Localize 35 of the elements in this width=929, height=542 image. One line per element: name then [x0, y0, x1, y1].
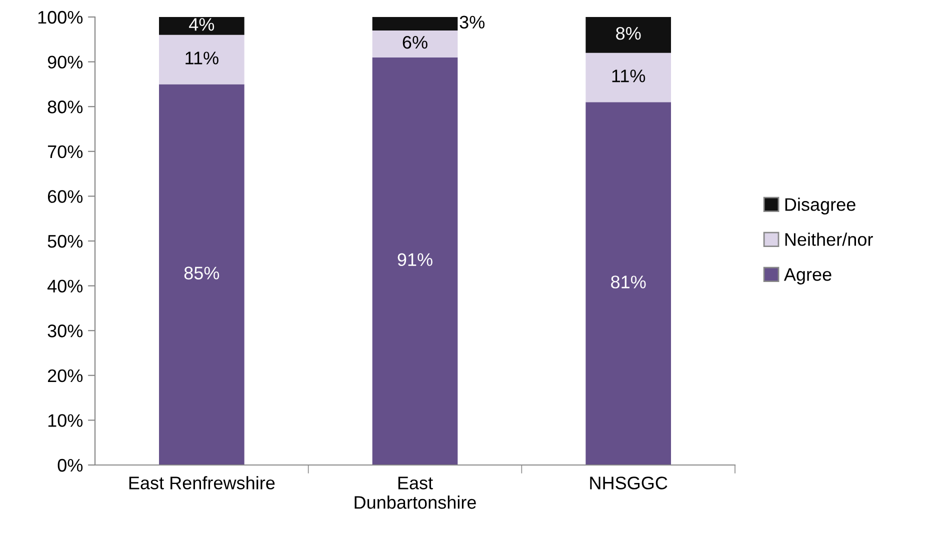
bar	[586, 102, 671, 465]
data-label: 91%	[398, 253, 432, 266]
data-label: 11%	[612, 70, 646, 82]
data-label: 81%	[611, 276, 646, 288]
legend-label: Neither/nor	[785, 232, 873, 246]
x-tick-label: East Renfrewshire	[129, 476, 275, 490]
legend-label: Agree	[784, 268, 832, 284]
y-tick-label: 30%	[48, 324, 83, 338]
y-tick-label: 60%	[48, 190, 83, 203]
x-tick-label: East Dunbartonshire	[354, 476, 476, 509]
legend-label: Disagree	[785, 198, 856, 214]
y-tick-label: 90%	[48, 56, 83, 69]
bar	[372, 30, 458, 58]
bar	[372, 57, 458, 465]
y-tick-label: 10%	[48, 414, 83, 427]
y-tick-label: 80%	[48, 100, 83, 114]
bar	[159, 84, 244, 465]
y-tick-label: 70%	[48, 145, 83, 158]
bar	[586, 17, 671, 53]
bar	[372, 17, 458, 30]
y-tick-label: 50%	[48, 234, 83, 248]
data-label: 3%	[460, 16, 485, 29]
y-tick-label: 40%	[47, 280, 83, 293]
y-tick-label: 0%	[58, 458, 83, 472]
y-tick-label: 20%	[48, 369, 83, 382]
data-label: 6%	[402, 36, 428, 49]
data-label: 8%	[616, 26, 641, 40]
x-tick-label: NHSGGC	[590, 476, 668, 490]
bar	[586, 52, 671, 102]
bar	[159, 34, 244, 84]
data-label: 11%	[186, 52, 218, 64]
data-label: 4%	[189, 18, 214, 31]
bar	[159, 17, 244, 35]
data-label: 85%	[184, 266, 220, 280]
y-tick-label: 100%	[38, 10, 83, 24]
